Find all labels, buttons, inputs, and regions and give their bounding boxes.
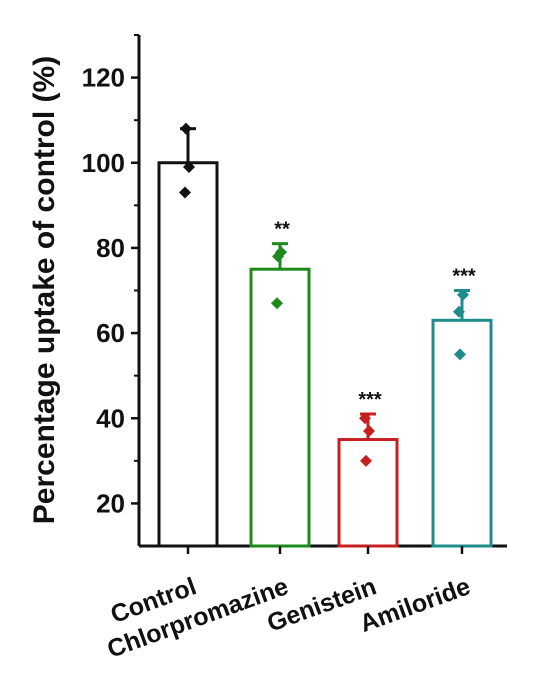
data-points: [179, 122, 469, 467]
significance-label: **: [274, 219, 290, 241]
significance-label: ***: [358, 389, 382, 411]
bars: [157, 161, 493, 548]
y-tick-label: 60: [96, 318, 125, 348]
y-tick-label: 100: [82, 148, 125, 178]
bar-control: [157, 161, 219, 548]
data-point: [179, 186, 191, 199]
bar-genistein: [337, 438, 399, 548]
significance-label: ***: [452, 266, 476, 288]
y-tick-label: 80: [96, 233, 125, 263]
data-point: [183, 161, 195, 174]
data-point: [271, 297, 283, 310]
data-point: [363, 425, 375, 438]
data-point: [359, 412, 371, 425]
significance-labels: ********: [274, 219, 476, 411]
data-point: [453, 305, 465, 318]
y-tick-label: 40: [96, 403, 125, 433]
data-point: [457, 288, 469, 301]
data-point: [454, 348, 466, 361]
y-tick-label: 120: [82, 63, 125, 93]
y-tick-label: 20: [96, 488, 125, 518]
data-point: [180, 122, 192, 135]
y-axis-title: Percentage uptake of control (%): [28, 56, 61, 524]
y-axis-ticks: 20 40 60 80 100 120: [82, 34, 139, 518]
data-point: [275, 246, 287, 259]
error-bars: [180, 127, 470, 440]
data-point: [360, 454, 372, 467]
bar-chlorpromazine: [249, 267, 311, 548]
